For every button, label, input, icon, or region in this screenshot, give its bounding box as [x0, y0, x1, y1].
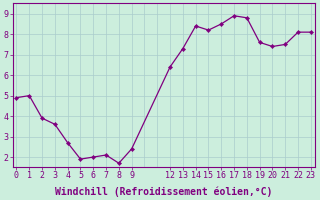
X-axis label: Windchill (Refroidissement éolien,°C): Windchill (Refroidissement éolien,°C) [55, 186, 272, 197]
